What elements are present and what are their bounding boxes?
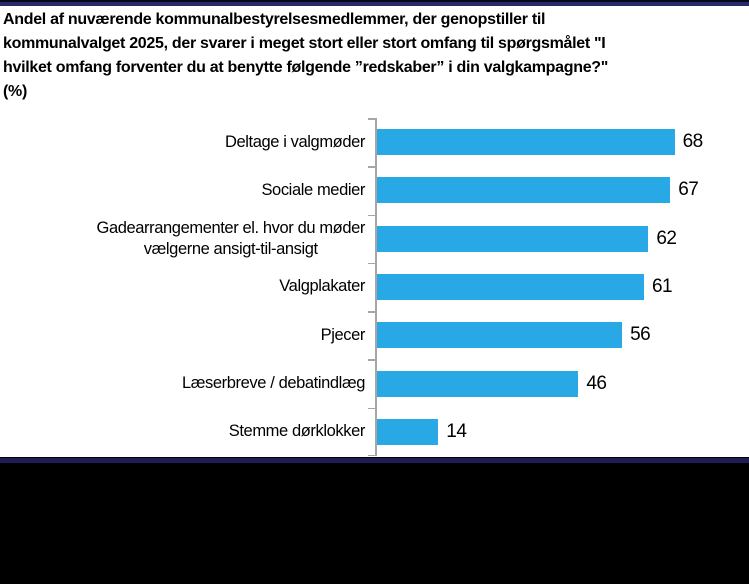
- bar-row: Gadearrangementer el. hvor du møder vælg…: [0, 214, 749, 263]
- value-label: 46: [586, 372, 607, 394]
- category-label: Stemme dørklokker: [0, 408, 375, 456]
- bar-chart: Deltage i valgmøder 68 Sociale medier 67 Gad…: [0, 118, 749, 456]
- category-label-text: Gadearrangementer el. hvor du møder vælg…: [96, 218, 366, 258]
- value-label: 67: [678, 179, 699, 201]
- bar-row: Læserbreve / debatindlæg 46: [0, 359, 749, 408]
- top-border-line: [0, 0, 749, 6]
- bar-row: Valgplakater 61: [0, 262, 749, 312]
- bar-track: 67: [375, 166, 749, 215]
- axis-tick: [368, 262, 375, 265]
- value-label: 14: [446, 420, 467, 442]
- footer-band: [0, 457, 749, 584]
- bar: [377, 177, 671, 204]
- bar-track: 62: [375, 214, 749, 263]
- bar-row: Pjecer 56: [0, 311, 749, 360]
- category-label: Pjecer: [0, 311, 375, 359]
- bar: [377, 129, 675, 156]
- axis-tick: [368, 214, 375, 217]
- bar-row: Deltage i valgmøder 68: [0, 118, 749, 167]
- bar-row: Sociale medier 67: [0, 166, 749, 215]
- bar-row: Stemme dørklokker 14: [0, 407, 749, 456]
- footer-divider-line: [0, 458, 749, 463]
- bar: [377, 418, 439, 445]
- axis-tick: [368, 311, 375, 313]
- category-label: Gadearrangementer el. hvor du møder vælg…: [0, 215, 375, 263]
- bar-track: 56: [375, 311, 749, 360]
- chart-title: Andel af nuværende kommunalbestyrelsesme…: [3, 11, 609, 100]
- value-label: 62: [656, 227, 677, 249]
- value-label: 68: [682, 131, 704, 153]
- category-label: Deltage i valgmøder: [0, 118, 375, 166]
- bar: [377, 225, 649, 252]
- axis-tick: [368, 118, 375, 120]
- value-label: 61: [651, 275, 673, 297]
- bar-track: 46: [375, 359, 749, 408]
- bar-track: 68: [375, 118, 749, 167]
- category-label: Valgplakater: [0, 263, 375, 311]
- bar: [377, 322, 623, 349]
- axis-tick: [368, 407, 375, 410]
- category-label-text: Valgplakater: [279, 277, 365, 296]
- bar-track: 14: [375, 407, 749, 456]
- category-label-text: Sociale medier: [261, 180, 365, 199]
- axis-tick: [368, 359, 375, 361]
- axis-tick: [368, 166, 375, 168]
- bar-track: 61: [375, 262, 749, 312]
- category-label-text: Deltage i valgmøder: [224, 132, 365, 151]
- bar: [377, 370, 579, 397]
- category-label: Læserbreve / debatindlæg: [0, 359, 375, 407]
- bar-rows: Deltage i valgmøder 68 Sociale medier 67 Gad…: [0, 118, 749, 456]
- category-label: Sociale medier: [0, 166, 375, 214]
- category-label-text: Stemme dørklokker: [228, 422, 366, 441]
- value-label: 56: [630, 324, 651, 346]
- axis-tick: [368, 454, 375, 456]
- category-label-text: Læserbreve / debatindlæg: [181, 374, 365, 393]
- category-label-text: Pjecer: [320, 325, 366, 344]
- bar: [377, 273, 644, 300]
